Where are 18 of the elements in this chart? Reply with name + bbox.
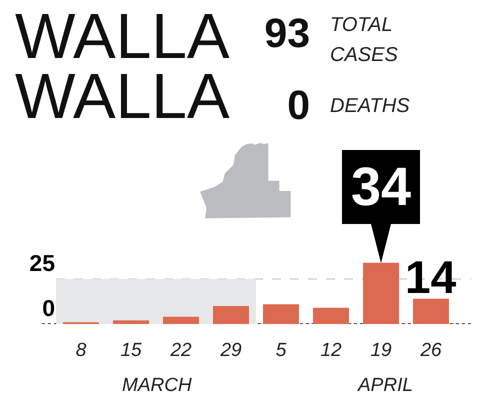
text: TOTAL CASES [330, 13, 399, 68]
text: 93 [264, 10, 310, 56]
data-label: 34 [350, 157, 412, 217]
x-tick-label: 8 [76, 340, 87, 361]
x-tick-label: 19 [370, 340, 392, 361]
data-label: 14 [405, 251, 457, 303]
text: MARCH [122, 375, 192, 396]
x-tick-label: 29 [219, 340, 242, 361]
y-tick-label: 25 [29, 250, 56, 276]
text: 0 [287, 82, 310, 128]
x-tick-label: 15 [120, 340, 142, 361]
chart-title: WALLA WALLA [15, 0, 231, 132]
text: DEATHS [330, 94, 411, 119]
x-tick-label: 26 [419, 340, 442, 361]
text: APRIL [357, 375, 413, 396]
x-tick-label: 22 [169, 340, 192, 361]
x-tick-label: 5 [276, 340, 287, 361]
x-tick-label: 12 [320, 340, 342, 361]
